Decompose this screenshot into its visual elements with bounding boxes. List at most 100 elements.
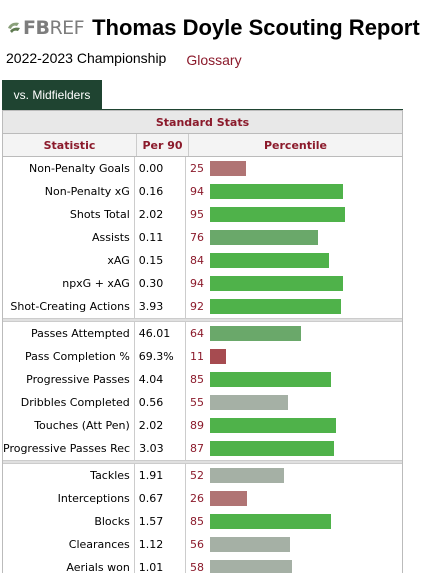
percentile-cell: 56 xyxy=(186,533,402,556)
percentile-bar-track xyxy=(210,230,402,245)
table-row: Non-Penalty Goals 0.00 25 xyxy=(3,157,402,180)
percentile-bar-track xyxy=(210,276,402,291)
stat-name: npxG + xAG xyxy=(3,272,135,295)
percentile-bar xyxy=(210,395,289,410)
percentile-cell: 25 xyxy=(186,157,402,180)
percentile-bar xyxy=(210,161,246,176)
percentile-bar-track xyxy=(210,514,402,529)
percentile-bar xyxy=(210,441,334,456)
percentile-bar-track xyxy=(210,560,402,573)
stat-name: Shot-Creating Actions xyxy=(3,295,135,318)
percentile-bar-track xyxy=(210,395,402,410)
percentile-cell: 87 xyxy=(186,437,402,460)
percentile-bar-track xyxy=(210,418,402,433)
percentile-cell: 92 xyxy=(186,295,402,318)
stat-name: Clearances xyxy=(3,533,135,556)
logo-text-ref: REF xyxy=(49,17,85,39)
per90-value: 0.16 xyxy=(135,180,186,203)
per90-value: 0.30 xyxy=(135,272,186,295)
table-row: npxG + xAG 0.30 94 xyxy=(3,272,402,295)
percentile-bar-track xyxy=(210,184,402,199)
percentile-bar-track xyxy=(210,441,402,456)
percentile-cell: 52 xyxy=(186,464,402,487)
percentile-cell: 95 xyxy=(186,203,402,226)
stat-name: Assists xyxy=(3,226,135,249)
percentile-value: 55 xyxy=(190,396,204,409)
column-header-per90[interactable]: Per 90 xyxy=(137,134,189,156)
percentile-bar-track xyxy=(210,326,402,341)
percentile-bar xyxy=(210,207,345,222)
subheader: 2022-2023 Championship Glossary xyxy=(6,50,242,68)
table-row: Pass Completion % 69.3% 11 xyxy=(3,345,402,368)
percentile-bar-track xyxy=(210,253,402,268)
column-header-statistic[interactable]: Statistic xyxy=(3,134,137,156)
table-row: Interceptions 0.67 26 xyxy=(3,487,402,510)
percentile-value: 92 xyxy=(190,300,204,313)
column-header-percentile[interactable]: Percentile xyxy=(263,138,328,152)
stat-name: Tackles xyxy=(3,464,135,487)
table-body: Non-Penalty Goals 0.00 25 Non-Penalty xG 0.1… xyxy=(3,157,402,573)
percentile-bar xyxy=(210,276,344,291)
table-row: Assists 0.11 76 xyxy=(3,226,402,249)
table-row: Aerials won 1.01 58 xyxy=(3,556,402,573)
table-row: Touches (Att Pen) 2.02 89 xyxy=(3,414,402,437)
table-caption: Standard Stats xyxy=(3,111,402,134)
percentile-cell: 94 xyxy=(186,272,402,295)
per90-value: 0.15 xyxy=(135,249,186,272)
table-row: Passes Attempted 46.01 64 xyxy=(3,322,402,345)
per90-value: 1.57 xyxy=(135,510,186,533)
percentile-value: 87 xyxy=(190,442,204,455)
table-row: xAG 0.15 84 xyxy=(3,249,402,272)
per90-value: 1.12 xyxy=(135,533,186,556)
fbref-logo[interactable]: FB REF xyxy=(6,17,85,39)
stat-name: Passes Attempted xyxy=(3,322,135,345)
percentile-value: 94 xyxy=(190,185,204,198)
per90-value: 0.11 xyxy=(135,226,186,249)
table-row: Clearances 1.12 56 xyxy=(3,533,402,556)
percentile-value: 84 xyxy=(190,254,204,267)
stat-name: Pass Completion % xyxy=(3,345,135,368)
per90-value: 3.03 xyxy=(135,437,186,460)
per90-value: 2.02 xyxy=(135,203,186,226)
percentile-cell: 64 xyxy=(186,322,402,345)
percentile-cell: 89 xyxy=(186,414,402,437)
percentile-bar xyxy=(210,230,318,245)
percentile-bar xyxy=(210,468,284,483)
percentile-cell: 55 xyxy=(186,391,402,414)
standard-stats-table: Standard Stats Statistic Per 90 Percenti… xyxy=(2,110,403,573)
percentile-cell: 26 xyxy=(186,487,402,510)
per90-value: 0.00 xyxy=(135,157,186,180)
per90-value: 0.67 xyxy=(135,487,186,510)
percentile-bar-track xyxy=(210,161,402,176)
stat-name: Touches (Att Pen) xyxy=(3,414,135,437)
percentile-bar xyxy=(210,299,341,314)
percentile-value: 56 xyxy=(190,538,204,551)
percentile-cell: 11 xyxy=(186,345,402,368)
tab-vs-midfielders[interactable]: vs. Midfielders xyxy=(2,80,102,110)
percentile-bar xyxy=(210,326,301,341)
percentile-bar xyxy=(210,560,293,573)
stat-name: xAG xyxy=(3,249,135,272)
percentile-value: 76 xyxy=(190,231,204,244)
table-row: Progressive Passes 4.04 85 xyxy=(3,368,402,391)
per90-value: 69.3% xyxy=(135,345,186,368)
percentile-value: 58 xyxy=(190,561,204,573)
table-row: Shot-Creating Actions 3.93 92 xyxy=(3,295,402,318)
season-label: 2022-2023 Championship xyxy=(6,50,167,66)
percentile-bar xyxy=(210,418,337,433)
percentile-bar-track xyxy=(210,299,402,314)
per90-value: 2.02 xyxy=(135,414,186,437)
percentile-value: 11 xyxy=(190,350,204,363)
percentile-cell: 76 xyxy=(186,226,402,249)
glossary-link[interactable]: Glossary xyxy=(186,52,242,68)
group-separator xyxy=(3,318,402,322)
stat-name: Aerials won xyxy=(3,556,135,573)
percentile-value: 85 xyxy=(190,515,204,528)
per90-value: 3.93 xyxy=(135,295,186,318)
percentile-value: 52 xyxy=(190,469,204,482)
percentile-bar-track xyxy=(210,372,402,387)
percentile-value: 26 xyxy=(190,492,204,505)
percentile-bar xyxy=(210,253,330,268)
page-title: Thomas Doyle Scouting Report xyxy=(92,15,420,40)
percentile-value: 85 xyxy=(190,373,204,386)
